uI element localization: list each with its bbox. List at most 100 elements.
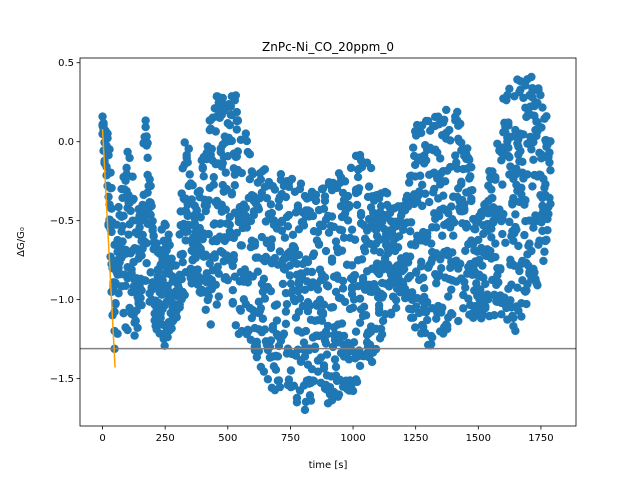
scatter-point: [496, 264, 505, 273]
scatter-point: [421, 307, 431, 317]
scatter-point: [272, 316, 282, 325]
scatter-point: [254, 205, 264, 214]
scatter-point: [126, 206, 135, 216]
scatter-point: [284, 210, 294, 220]
scatter-point: [540, 247, 549, 256]
scatter-point: [375, 248, 385, 257]
scatter-point: [529, 155, 538, 165]
x-tick-label: 1750: [528, 433, 553, 444]
scatter-point: [237, 241, 247, 250]
scatter-point: [394, 232, 404, 241]
scatter-point: [231, 91, 241, 100]
scatter-point: [510, 261, 519, 270]
scatter-point: [267, 235, 277, 244]
scatter-point: [114, 289, 123, 298]
scatter-point: [497, 310, 506, 319]
scatter-point: [211, 280, 220, 290]
scatter-point: [340, 177, 350, 186]
scatter-point: [444, 292, 453, 301]
scatter-point: [142, 239, 151, 248]
scatter-point: [314, 239, 324, 249]
scatter-point: [430, 184, 439, 194]
scatter-point: [122, 163, 131, 173]
x-axis-label: time [s]: [309, 460, 348, 471]
scatter-point: [417, 201, 427, 211]
scatter-point: [267, 208, 277, 218]
scatter-point: [339, 331, 349, 341]
scatter-point: [294, 280, 304, 289]
scatter-point: [487, 185, 496, 194]
scatter-point: [205, 259, 214, 268]
y-tick-label: −1.5: [50, 374, 74, 385]
scatter-point: [242, 136, 252, 146]
scatter-point: [474, 235, 483, 245]
scatter-point: [461, 283, 470, 292]
scatter-point: [278, 279, 288, 289]
scatter-point: [491, 239, 500, 248]
scatter-point: [156, 313, 165, 323]
scatter-point: [511, 210, 520, 219]
scatter-point: [172, 313, 181, 322]
scatter-point: [542, 112, 551, 121]
scatter-point: [141, 116, 150, 125]
scatter-point: [423, 228, 432, 238]
scatter-point: [471, 225, 480, 234]
scatter-point: [337, 246, 347, 255]
scatter-point: [129, 194, 138, 204]
scatter-point: [143, 153, 152, 163]
scatter-point: [225, 227, 235, 236]
scatter-point: [212, 300, 221, 309]
scatter-point: [533, 281, 542, 290]
scatter-point: [321, 339, 331, 348]
scatter-point: [498, 229, 507, 239]
scatter-point: [360, 247, 370, 256]
scatter-point: [198, 164, 207, 173]
scatter-point: [192, 205, 201, 215]
scatter-point: [505, 217, 514, 227]
scatter-point: [318, 184, 328, 193]
scatter-point: [171, 261, 180, 270]
scatter-point: [183, 158, 192, 167]
scatter-point: [350, 235, 360, 244]
scatter-point: [457, 138, 466, 147]
scatter-point: [256, 175, 266, 184]
scatter-point: [114, 202, 123, 212]
scatter-point: [143, 188, 152, 197]
scatter-point: [338, 276, 348, 286]
x-tick-label: 1500: [466, 433, 491, 444]
scatter-point: [211, 127, 220, 136]
scatter-point: [213, 262, 222, 271]
scatter-point: [160, 341, 169, 350]
scatter-point: [248, 169, 258, 179]
scatter-point: [318, 221, 328, 231]
scatter-point: [350, 271, 360, 280]
scatter-point: [216, 219, 225, 228]
scatter-point: [125, 153, 134, 163]
scatter-point: [399, 264, 409, 274]
scatter-point: [331, 237, 341, 246]
scatter-point: [183, 227, 192, 236]
scatter-point: [530, 268, 539, 277]
scatter-point: [406, 218, 416, 227]
scatter-point: [456, 259, 465, 269]
scatter-point: [545, 148, 554, 157]
scatter-point: [445, 125, 454, 135]
scatter-point: [344, 200, 354, 210]
scatter-point: [327, 212, 337, 221]
scatter-point: [228, 286, 238, 295]
scatter-point: [447, 202, 456, 211]
scatter-point: [299, 221, 309, 230]
scatter-point: [517, 312, 526, 321]
scatter-point: [352, 200, 362, 210]
scatter-point: [427, 239, 436, 248]
x-tick-label: 1000: [340, 433, 365, 444]
scatter-point: [512, 225, 521, 234]
scatter-point: [539, 256, 548, 266]
scatter-point: [348, 303, 358, 312]
scatter-point: [228, 261, 238, 271]
scatter-point: [404, 178, 414, 187]
scatter-point: [323, 281, 333, 291]
scatter-point: [546, 199, 555, 209]
scatter-point: [282, 300, 292, 309]
